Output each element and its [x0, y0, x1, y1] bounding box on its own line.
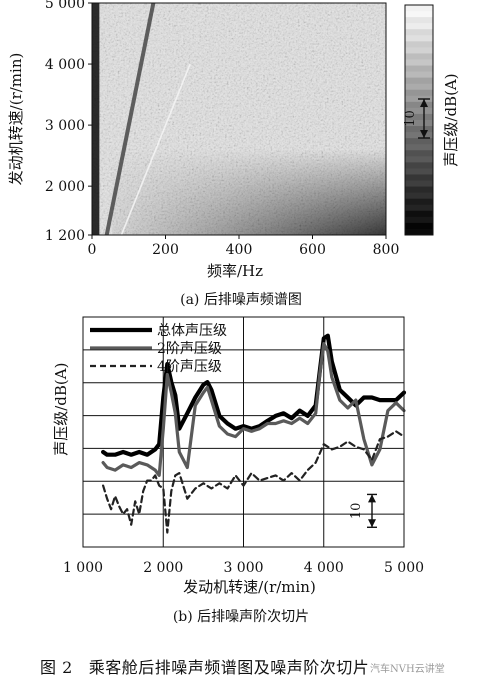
legend: 总体声压级 2阶声压级 4阶声压级 [90, 323, 227, 375]
colorbar-segment [405, 11, 433, 18]
watermark: 汽车NVH云讲堂 [370, 664, 445, 675]
colorbar-segment [405, 23, 433, 30]
colorbar-segment [405, 210, 433, 218]
colorbar-segment [405, 132, 433, 139]
colorbar-segment [405, 101, 433, 109]
order-line-4 [120, 63, 191, 236]
colorbar-segment [405, 156, 433, 163]
figure-caption-text: 乘客舱后排噪声频谱图及噪声阶次切片 [88, 658, 370, 677]
colorbar-segment [405, 113, 433, 121]
series-line-2 [101, 342, 406, 477]
colorbar-segment [405, 71, 433, 79]
colorbar-segment [405, 162, 433, 169]
slice-frame [82, 316, 405, 548]
colorbar-segment [405, 107, 433, 115]
legend-label: 4阶声压级 [157, 359, 222, 375]
colorbar-segment [405, 198, 433, 206]
legend-label: 2阶声压级 [157, 341, 222, 357]
colorbar: 10 声压级/dB(A) [403, 4, 460, 236]
y-axis-label: 发动机转速/(r/min) [7, 53, 25, 186]
spectrogram-axes: 0 200 400 600 800 1 200 2 000 3 000 4 000 5 000 频率… [7, 0, 399, 280]
colorbar-label: 声压级/dB(A) [442, 73, 460, 166]
x-tick-label: 0 [88, 242, 97, 258]
colorbar-segment [405, 53, 433, 60]
colorbar-segment [405, 35, 433, 42]
figure-number: 图 2 [40, 658, 73, 677]
figure-caption: 图 2 乘客舱后排噪声频谱图及噪声阶次切片 [40, 654, 369, 678]
subcaption-a: (a) 后排噪声频谱图 [180, 292, 302, 308]
colorbar-segment [405, 83, 433, 91]
colorbar-segment [405, 228, 433, 236]
colorbar-frame [404, 4, 434, 236]
x-tick-label: 5 000 [384, 560, 424, 576]
colorbar-segment [405, 186, 433, 194]
scale-bar-label: 10 [349, 503, 364, 520]
colorbar-scale-label: 10 [403, 110, 418, 127]
colorbar-scale-arrow [420, 130, 428, 138]
colorbar-segment [405, 29, 433, 36]
colorbar-segment [405, 41, 433, 48]
x-tick-label: 4 000 [304, 560, 344, 576]
spectrogram-chart: 0 200 400 600 800 1 200 2 000 3 000 4 000 5 000 频率… [7, 0, 460, 280]
order-slice-chart: 1 000 2 000 3 000 4 000 5 000 发动机转速/(r/min) 声压… [52, 316, 424, 596]
x-tick-label: 1 000 [63, 560, 103, 576]
colorbar-segment [405, 120, 433, 127]
colorbar-segment [405, 222, 433, 230]
x-axis-label: 发动机转速/(r/min) [183, 578, 316, 596]
x-tick-label: 600 [299, 242, 326, 258]
colorbar-segment [405, 204, 433, 212]
high-level-region [112, 149, 386, 235]
colorbar-segment [405, 77, 433, 85]
colorbar-segment [405, 150, 433, 157]
slice-axes: 1 000 2 000 3 000 4 000 5 000 发动机转速/(r/min) 声压… [52, 316, 424, 596]
x-tick-label: 2 000 [143, 560, 183, 576]
scale-bar-arrow [368, 494, 376, 503]
series-line-1 [101, 333, 407, 457]
colorbar-segment [405, 138, 433, 145]
y-tick-label: 5 000 [45, 0, 85, 12]
y-tick-label: 4 000 [45, 57, 85, 73]
x-axis-label: 频率/Hz [207, 262, 263, 280]
colorbar-scale-arrow [420, 99, 428, 107]
series-line-3 [102, 430, 406, 534]
y-tick-label: 1 200 [45, 228, 85, 244]
colorbar-segment [405, 180, 433, 188]
y-tick-label: 2 000 [45, 179, 85, 195]
colorbar-segment [405, 126, 433, 133]
colorbar-segment [405, 168, 433, 175]
colorbar-segment [405, 5, 433, 12]
colorbar-segment [405, 17, 433, 24]
x-tick-label: 400 [226, 242, 253, 258]
y-axis-label: 声压级/dB(A) [52, 363, 70, 456]
x-tick-label: 800 [373, 242, 400, 258]
x-tick-label: 3 000 [223, 560, 263, 576]
scale-bar-arrow [368, 519, 376, 528]
slice-series [101, 333, 407, 534]
order-line-2 [104, 2, 156, 236]
colorbar-segment [405, 216, 433, 224]
colorbar-segment [405, 65, 433, 73]
high-level-region [92, 3, 100, 235]
colorbar-segment [405, 59, 433, 67]
spectrogram-plot-area [92, 2, 386, 236]
high-level-region-fill [112, 149, 386, 235]
colorbar-segment [405, 192, 433, 200]
colorbar-segment [405, 144, 433, 151]
colorbar-segment [405, 89, 433, 97]
colorbar-segment [405, 47, 433, 54]
slice-grid [83, 317, 404, 547]
x-tick-label: 200 [152, 242, 179, 258]
legend-label: 总体声压级 [157, 323, 227, 339]
y-tick-label: 3 000 [45, 118, 85, 134]
colorbar-segment [405, 174, 433, 182]
subcaption-b: (b) 后排噪声阶次切片 [172, 609, 310, 625]
